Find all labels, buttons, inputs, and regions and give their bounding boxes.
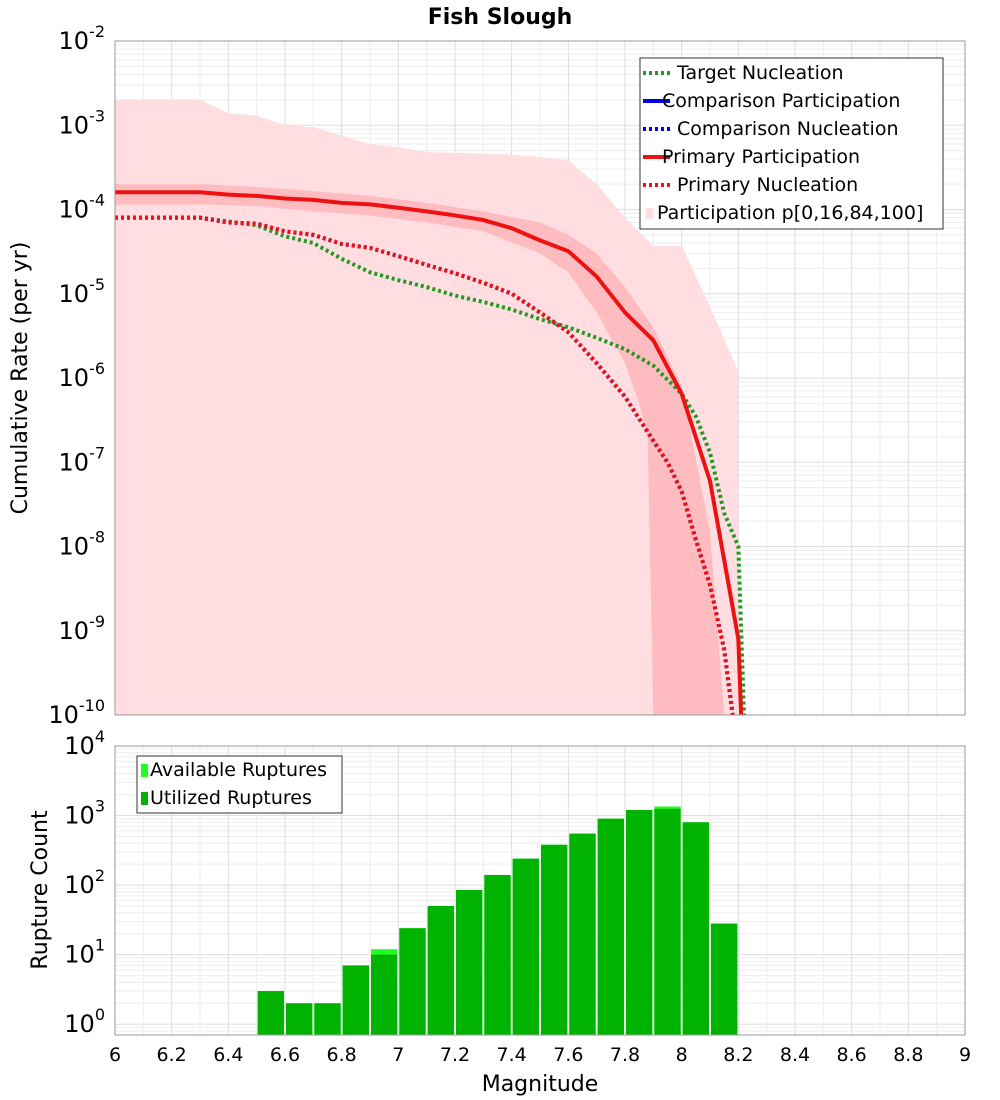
legend-label: Participation p[0,16,84,100] — [657, 202, 923, 224]
utilized-ruptures-bar — [456, 890, 483, 1035]
x-tick-label: 7.8 — [610, 1044, 640, 1066]
x-tick-label: 8.2 — [723, 1044, 753, 1066]
legend-label: Comparison Nucleation — [677, 118, 899, 140]
utilized-ruptures-bar — [682, 822, 709, 1035]
utilized-ruptures-bar — [286, 1003, 313, 1035]
utilized-ruptures-bar — [371, 954, 398, 1035]
rate-bands — [115, 99, 739, 715]
rate-y-tick-label: 10-5 — [59, 275, 106, 308]
x-tick-label: 7.6 — [553, 1044, 583, 1066]
chart-title: Fish Slough — [428, 5, 573, 30]
rate-panel: Fish Slough 10-1010-910-810-710-610-510-… — [8, 5, 966, 729]
count-y-tick-label: 102 — [64, 866, 105, 899]
legend-swatch — [141, 764, 148, 777]
series-line-primary-nucleation — [115, 215, 735, 716]
rate-y-tick-label: 10-6 — [59, 359, 106, 392]
count-y-tick-label: 103 — [64, 797, 105, 830]
x-tick-label: 7 — [392, 1044, 404, 1066]
utilized-ruptures-bar — [512, 858, 539, 1035]
rate-legend-box — [639, 57, 944, 230]
x-tick-label: 6 — [109, 1044, 121, 1066]
series-line-target-nucleation — [115, 215, 746, 716]
rate-y-tick-label: 10-9 — [59, 612, 106, 645]
x-tick-label: 8.6 — [837, 1044, 867, 1066]
participation-inner-band — [115, 184, 725, 715]
utilized-ruptures-bar — [314, 1003, 341, 1035]
rate-y-tick-label: 10-10 — [48, 696, 105, 729]
rate-y-tick-label: 10-2 — [59, 22, 106, 55]
rate-y-tick-labels: 10-10 10-9 10-8 10-7 10-6 10-5 10-4 10-3 10-2 — [48, 22, 105, 729]
count-x-tick-labels: 6 6.2 6.4 6.6 6.8 7 7.2 7.4 7.6 7.8 8 8.2 8.4 8.6 8.8 9 — [109, 1044, 971, 1066]
count-panel: 100 101 102 103 104 6 6.2 6.4 6.6 6.8 7 7.2 7.4 7.6 7… — [28, 727, 971, 1097]
x-tick-label: 8.4 — [780, 1044, 810, 1066]
count-y-axis-label: Rupture Count — [28, 810, 53, 970]
utilized-ruptures-bar — [654, 808, 681, 1035]
rate-plot-frame — [114, 40, 966, 716]
count-y-tick-labels: 100 101 102 103 104 — [64, 727, 105, 1038]
utilized-ruptures-bar — [342, 965, 369, 1035]
utilized-ruptures-bar — [427, 906, 454, 1035]
x-tick-label: 6.2 — [157, 1044, 187, 1066]
x-tick-label: 6.8 — [327, 1044, 357, 1066]
count-plot-frame — [114, 745, 966, 1036]
count-y-tick-label: 100 — [64, 1005, 105, 1038]
utilized-ruptures-bar — [597, 818, 624, 1035]
x-tick-label: 7.4 — [497, 1044, 527, 1066]
utilized-ruptures-bar — [626, 810, 653, 1035]
x-tick-label: 9 — [959, 1044, 971, 1066]
x-tick-label: 6.4 — [213, 1044, 243, 1066]
rate-legend: Target Nucleation Comparison Participatio… — [639, 57, 944, 230]
count-legend-box — [136, 755, 343, 814]
rate-y-tick-label: 10-4 — [59, 191, 106, 224]
utilized-ruptures-bar — [711, 923, 738, 1035]
count-bars — [257, 806, 738, 1035]
legend-label: Available Ruptures — [150, 759, 327, 781]
legend-label: Comparison Participation — [662, 90, 900, 112]
legend-swatch — [646, 208, 653, 219]
rate-lines — [115, 190, 746, 716]
x-tick-label: 8.8 — [893, 1044, 923, 1066]
utilized-ruptures-bar — [399, 928, 426, 1035]
x-axis-label: Magnitude — [482, 1072, 599, 1097]
count-y-tick-label: 101 — [64, 936, 105, 969]
rate-y-tick-label: 10-8 — [59, 528, 106, 561]
series-line-primary-participation — [115, 190, 744, 716]
legend-label: Utilized Ruptures — [150, 787, 312, 809]
legend-label: Primary Participation — [662, 146, 860, 168]
legend-label: Target Nucleation — [676, 62, 844, 84]
utilized-ruptures-bar — [541, 844, 568, 1035]
rate-y-tick-label: 10-3 — [59, 106, 106, 139]
utilized-ruptures-bar — [569, 833, 596, 1035]
count-legend: Available Ruptures Utilized Ruptures — [136, 755, 343, 814]
x-tick-label: 6.6 — [270, 1044, 300, 1066]
rate-y-axis-label: Cumulative Rate (per yr) — [8, 242, 33, 515]
legend-label: Primary Nucleation — [677, 174, 858, 196]
legend-swatch — [141, 792, 148, 805]
x-tick-label: 8 — [676, 1044, 688, 1066]
rate-y-tick-label: 10-7 — [59, 443, 106, 476]
x-tick-label: 7.2 — [440, 1044, 470, 1066]
count-y-tick-label: 104 — [64, 727, 105, 760]
utilized-ruptures-bar — [484, 874, 511, 1035]
utilized-ruptures-bar — [257, 991, 284, 1035]
